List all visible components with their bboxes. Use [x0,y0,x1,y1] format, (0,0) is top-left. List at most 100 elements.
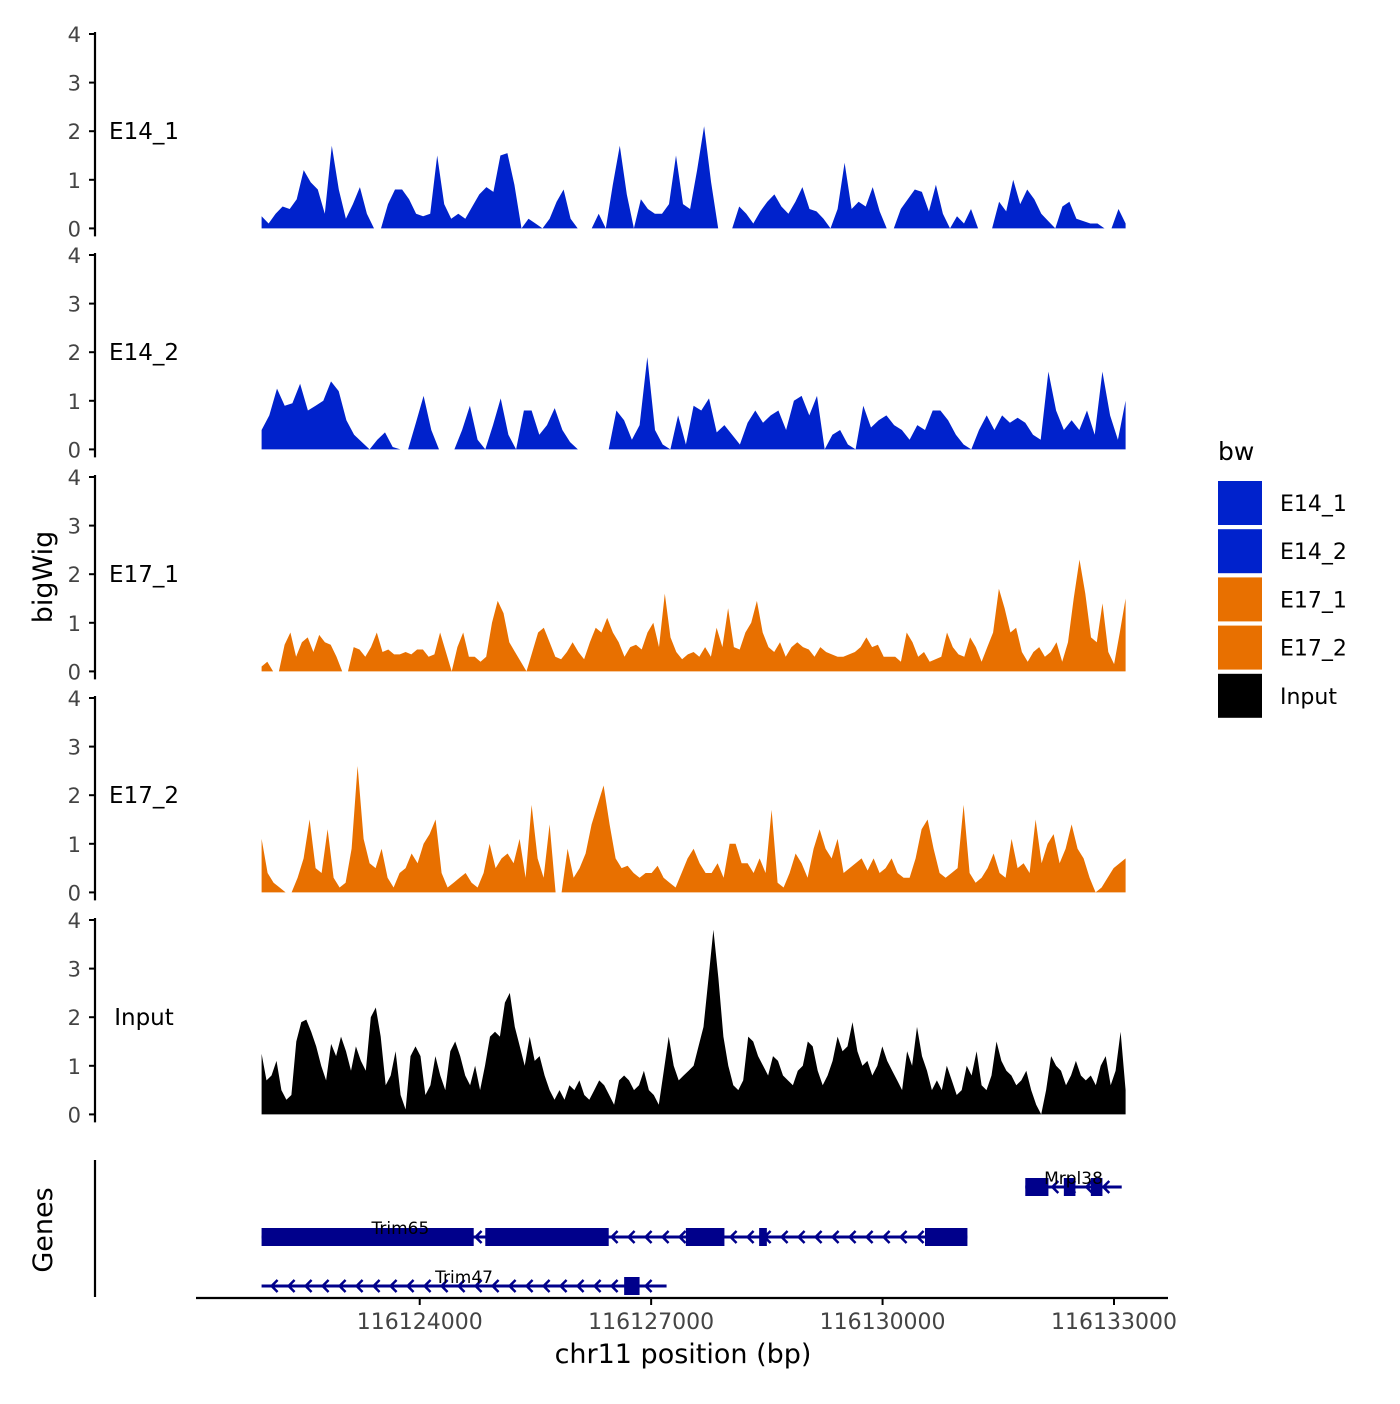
y-tick-label: 1 [68,833,81,857]
y-tick-label: 1 [68,1055,81,1079]
strand-arrow [439,1279,449,1293]
strand-arrow [354,1279,364,1293]
y-tick-label: 2 [68,563,81,587]
strand-arrow [320,1279,330,1293]
strand-arrow [609,1230,619,1244]
strand-arrow [660,1230,670,1244]
legend-label: E17_2 [1280,637,1347,662]
strand-arrow [626,1230,636,1244]
y-tick-label: 2 [68,120,81,144]
strand-arrow [337,1279,347,1293]
strand-arrow [847,1230,857,1244]
y-tick-label: 0 [68,881,81,905]
y-tick-label: 3 [68,293,81,317]
exon [925,1228,968,1246]
track-label: E14_2 [109,340,179,366]
legend-label: E17_1 [1280,588,1347,613]
x-tick-label: 116133000 [1051,1310,1177,1335]
gene-trim65: Trim65 [261,1219,968,1246]
strand-arrow [1084,1180,1094,1194]
strand-arrow [269,1279,279,1293]
y-tick-label: 1 [68,612,81,636]
y-tick-label: 3 [68,72,81,96]
gene-label: Trim65 [371,1219,430,1239]
x-tick-label: 116127000 [588,1310,714,1335]
strand-arrow [524,1279,534,1293]
strand-arrow [796,1230,806,1244]
legend-swatch [1218,673,1262,718]
track-label: E17_1 [109,562,179,588]
y-tick-label: 0 [68,660,81,684]
strand-arrow [405,1279,415,1293]
y-tick-label: 4 [68,687,81,711]
y-tick-label: 4 [68,466,81,490]
track-e14-2: 0 1 2 3 4 E14_2 [68,244,1126,462]
strand-arrow [507,1279,517,1293]
y-tick-label: 2 [68,1006,81,1030]
y-tick-label: 1 [68,169,81,193]
x-axis: 116124000 116127000 116130000 116133000 [196,1296,1177,1335]
exon [624,1277,640,1295]
track-e17-1: 0 1 2 3 4 E17_1 [68,466,1126,684]
gene-trim47: Trim47 [261,1268,667,1295]
x-tick-label: 116124000 [357,1310,483,1335]
exon [685,1228,725,1246]
signal-area-e17-1 [261,559,1126,672]
y-tick-label: 4 [68,244,81,268]
y-tick-label: 2 [68,341,81,365]
strand-arrow [490,1279,500,1293]
gene-label: Trim47 [434,1268,493,1288]
strand-arrow [303,1279,313,1293]
legend-swatch [1218,481,1262,525]
genes-track-label: Genes [28,1187,59,1272]
exon [1063,1178,1076,1196]
strand-arrow [898,1230,908,1244]
tracks-layer: 0 1 2 3 4 E14_1 0 1 2 3 4 E14_2 0 1 2 3 4 E17_1 0 1 2 3 4 E17_2… [68,23,1126,1127]
strand-arrow [592,1279,602,1293]
x-tick-label: 116130000 [820,1310,946,1335]
legend-swatch [1218,529,1262,574]
gene-label: Mrpl38 [1044,1169,1103,1189]
strand-arrow [643,1279,653,1293]
strand-arrow [643,1230,653,1244]
legend-swatch [1218,625,1262,670]
strand-arrow [388,1279,398,1293]
signal-area-input [261,929,1126,1115]
strand-arrow [422,1279,432,1293]
strand-arrow [779,1230,789,1244]
x-axis-label: chr11 position (bp) [555,1339,812,1370]
signal-area-e14-1 [261,126,1126,229]
exon [1090,1178,1103,1196]
legend-swatch [1218,577,1262,622]
track-input: 0 1 2 3 4 Input [68,909,1126,1127]
signal-area-e14-2 [261,357,1126,450]
strand-arrow [456,1279,466,1293]
track-e17-2: 0 1 2 3 4 E17_2 [68,687,1126,905]
genes-track: Genes Mrpl38 Trim65 Trim47 [28,1160,1122,1297]
strand-arrow [864,1230,874,1244]
legend-label: E14_2 [1280,540,1347,565]
y-tick-label: 0 [68,217,81,241]
strand-arrow [286,1279,296,1293]
strand-arrow [473,1279,483,1293]
y-tick-label: 3 [68,736,81,760]
y-tick-label: 4 [68,23,81,47]
y-tick-label: 2 [68,784,81,808]
exon [1025,1178,1049,1196]
y-axis-label: bigWig [28,531,59,624]
legend-label: E14_1 [1280,492,1347,517]
y-tick-label: 0 [68,1103,81,1127]
strand-arrow [728,1230,738,1244]
strand-arrow [881,1230,891,1244]
y-tick-label: 3 [68,958,81,982]
strand-arrow [1101,1180,1111,1194]
legend-label: Input [1280,685,1337,710]
strand-arrow [371,1279,381,1293]
signal-area-e17-2 [261,766,1126,893]
y-tick-label: 1 [68,390,81,414]
track-label: E17_2 [109,783,179,809]
strand-arrow [558,1279,568,1293]
track-e14-1: 0 1 2 3 4 E14_1 [68,23,1126,241]
